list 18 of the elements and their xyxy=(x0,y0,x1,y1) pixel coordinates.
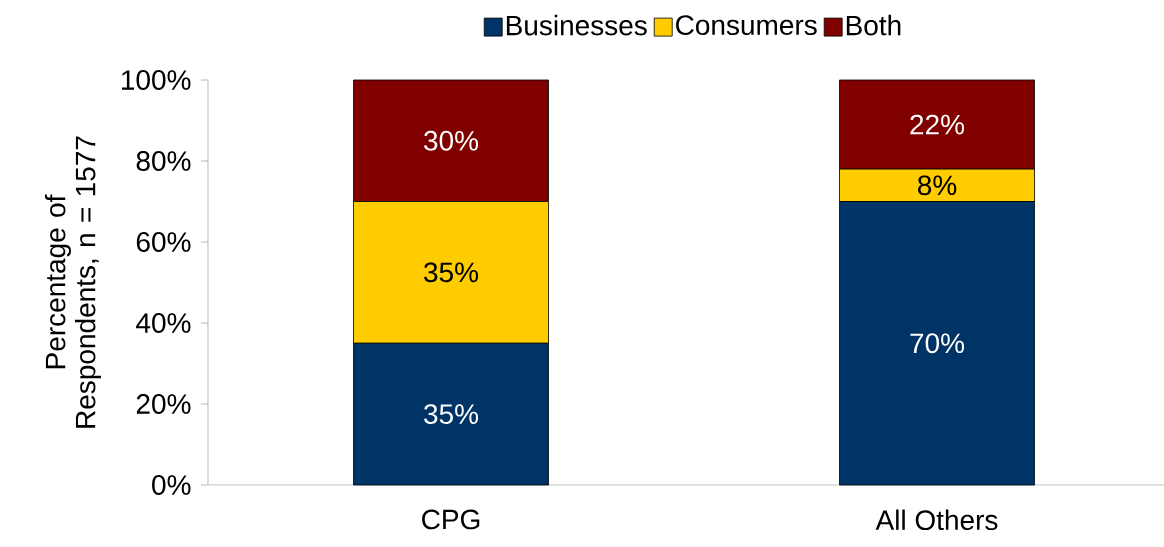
y-tick-label: 60% xyxy=(136,232,191,252)
y-tick-label: 20% xyxy=(136,394,191,414)
y-tick-label: 0% xyxy=(152,475,191,495)
y-tick-label: 40% xyxy=(136,313,191,333)
legend-label: Consumers xyxy=(676,15,817,36)
x-tick-label: All Others xyxy=(875,509,998,531)
y-axis-title: Percentage of Respondents, n = 1577 xyxy=(44,136,101,428)
legend-label: Businesses xyxy=(506,14,647,36)
data-label: 70% xyxy=(910,333,965,354)
x-tick-label: CPG xyxy=(422,509,480,530)
data-label: 35% xyxy=(424,404,479,425)
data-label: 22% xyxy=(910,114,965,135)
data-label: 30% xyxy=(424,130,479,151)
data-label: 35% xyxy=(424,262,479,283)
y-tick-label: 100% xyxy=(121,70,191,90)
data-label: 8% xyxy=(918,175,957,196)
legend-label: Both xyxy=(846,14,901,36)
y-tick-label: 80% xyxy=(136,151,191,171)
